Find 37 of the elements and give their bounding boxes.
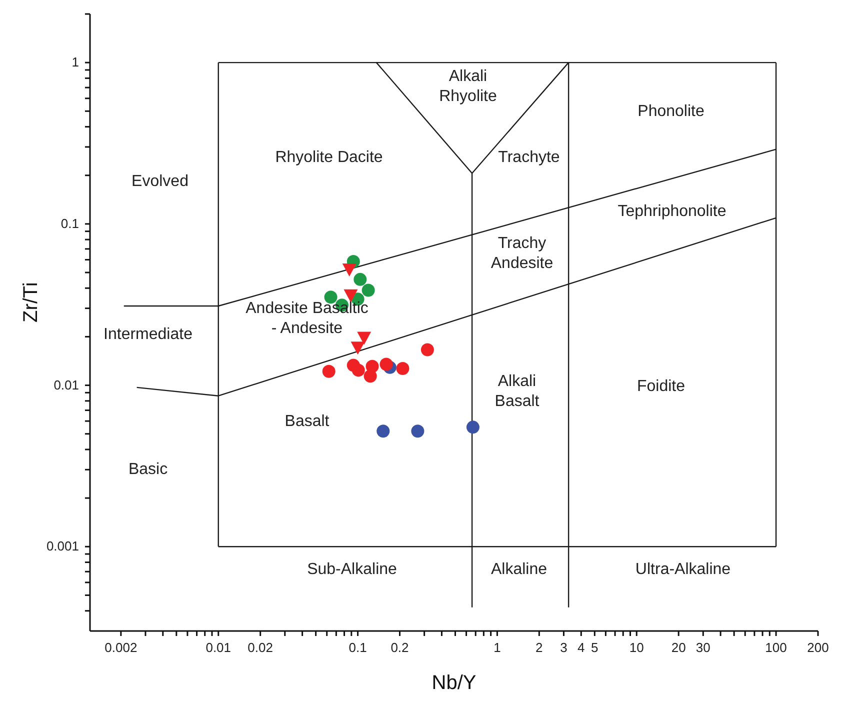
x-tick-label: 3: [560, 640, 568, 655]
x-tick-label: 20: [671, 640, 686, 655]
annotation: Basalt: [284, 412, 330, 432]
annotation: Ultra-Alkaline: [635, 560, 731, 580]
x-tick-label: 0.2: [390, 640, 409, 655]
annotation: Andesite Basaltic - Andesite: [246, 299, 368, 339]
x-tick-label: 0.1: [348, 640, 367, 655]
x-axis-title: Nb/Y: [432, 672, 476, 694]
x-tick-label: 10: [629, 640, 644, 655]
x-tick-label: 2: [536, 640, 543, 655]
y-tick-label: 1: [72, 54, 79, 70]
annotation: Foidite: [636, 377, 686, 397]
x-tick-label: 0.02: [248, 640, 273, 655]
x-tick-label: 5: [591, 640, 598, 655]
annotation: Trachyte: [498, 148, 560, 168]
y-tick-label: 0.001: [46, 538, 79, 554]
annotation: Trachy Andesite: [490, 234, 554, 274]
x-tick-label: 1: [494, 640, 501, 655]
y-tick-label: 0.01: [54, 377, 79, 392]
x-tick-label: 100: [765, 640, 787, 655]
y-tick-label: 0.1: [60, 216, 79, 231]
x-tick-label: 30: [696, 640, 710, 655]
annotation: Alkali Rhyolite: [439, 67, 497, 107]
annotation: Alkali Basalt: [494, 372, 540, 412]
annotation: Phonolite: [638, 102, 704, 122]
x-tick-label: 0.01: [206, 640, 232, 655]
x-tick-label: 4: [578, 640, 585, 655]
x-tick-label: 0.002: [104, 640, 138, 655]
y-axis-title: Zr/Ti: [20, 282, 42, 322]
annotation: Basic: [128, 460, 168, 480]
annotation: Sub-Alkaline: [307, 560, 397, 580]
annotation: Tephriphonolite: [618, 202, 726, 222]
annotation: Rhyolite Dacite: [275, 148, 383, 168]
annotation: Evolved: [132, 172, 188, 192]
x-tick-label: 200: [807, 640, 829, 655]
annotation: Alkaline: [490, 560, 548, 580]
annotation: Intermediate: [104, 325, 192, 345]
